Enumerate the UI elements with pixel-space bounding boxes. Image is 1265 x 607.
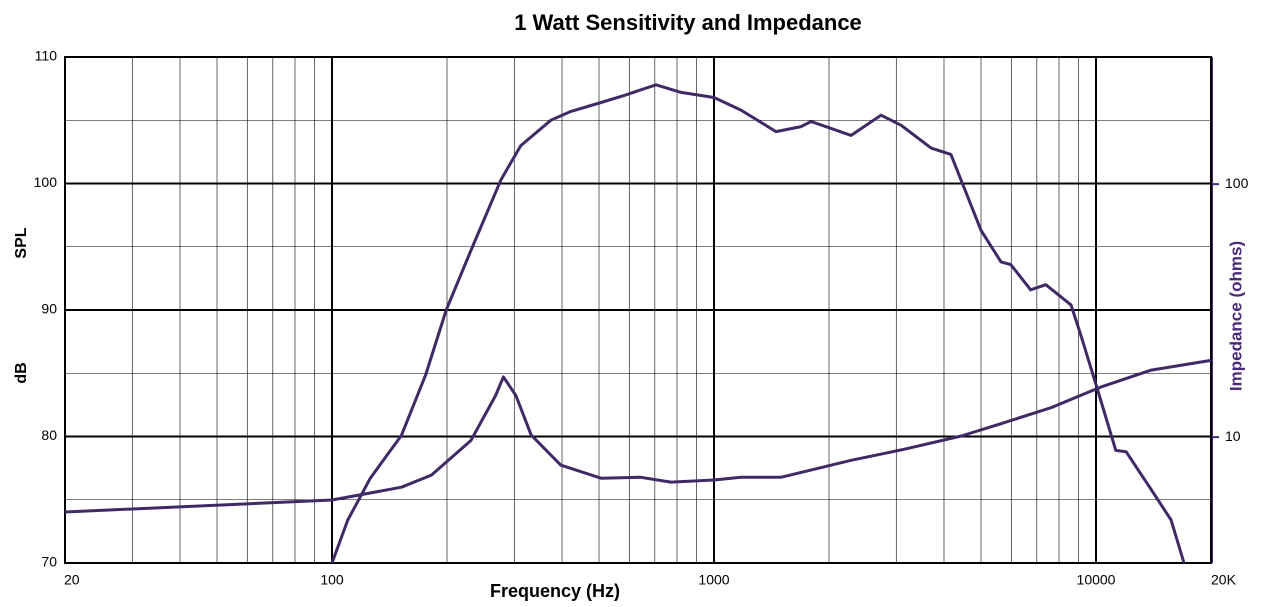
x-tick-label: 20K <box>1211 572 1237 588</box>
y-tick-label: 110 <box>35 48 58 64</box>
x-axis-label: Frequency (Hz) <box>490 581 620 601</box>
x-tick-label: 20 <box>64 572 80 588</box>
chart-title: 1 Watt Sensitivity and Impedance <box>514 10 862 35</box>
series-line <box>64 358 1212 514</box>
y2-tick-label: 100 <box>1225 175 1249 191</box>
y2-axis-label: Impedance (ohms) <box>1226 241 1245 391</box>
x-tick-label: 1000 <box>698 572 729 588</box>
y2-tick-label: 10 <box>1225 428 1241 444</box>
y-tick-label: 80 <box>41 427 57 443</box>
x-tick-label: 10000 <box>1077 572 1116 588</box>
series-line <box>330 83 1186 564</box>
plot-frame <box>64 56 1212 564</box>
y-tick-label: 100 <box>34 174 58 190</box>
x-tick-label: 100 <box>320 572 344 588</box>
y-tick-label: 70 <box>41 554 57 570</box>
y-tick-label: 90 <box>41 301 57 317</box>
y-axis-label: SPL <box>13 227 30 258</box>
y-axis-label: dB <box>13 362 30 383</box>
